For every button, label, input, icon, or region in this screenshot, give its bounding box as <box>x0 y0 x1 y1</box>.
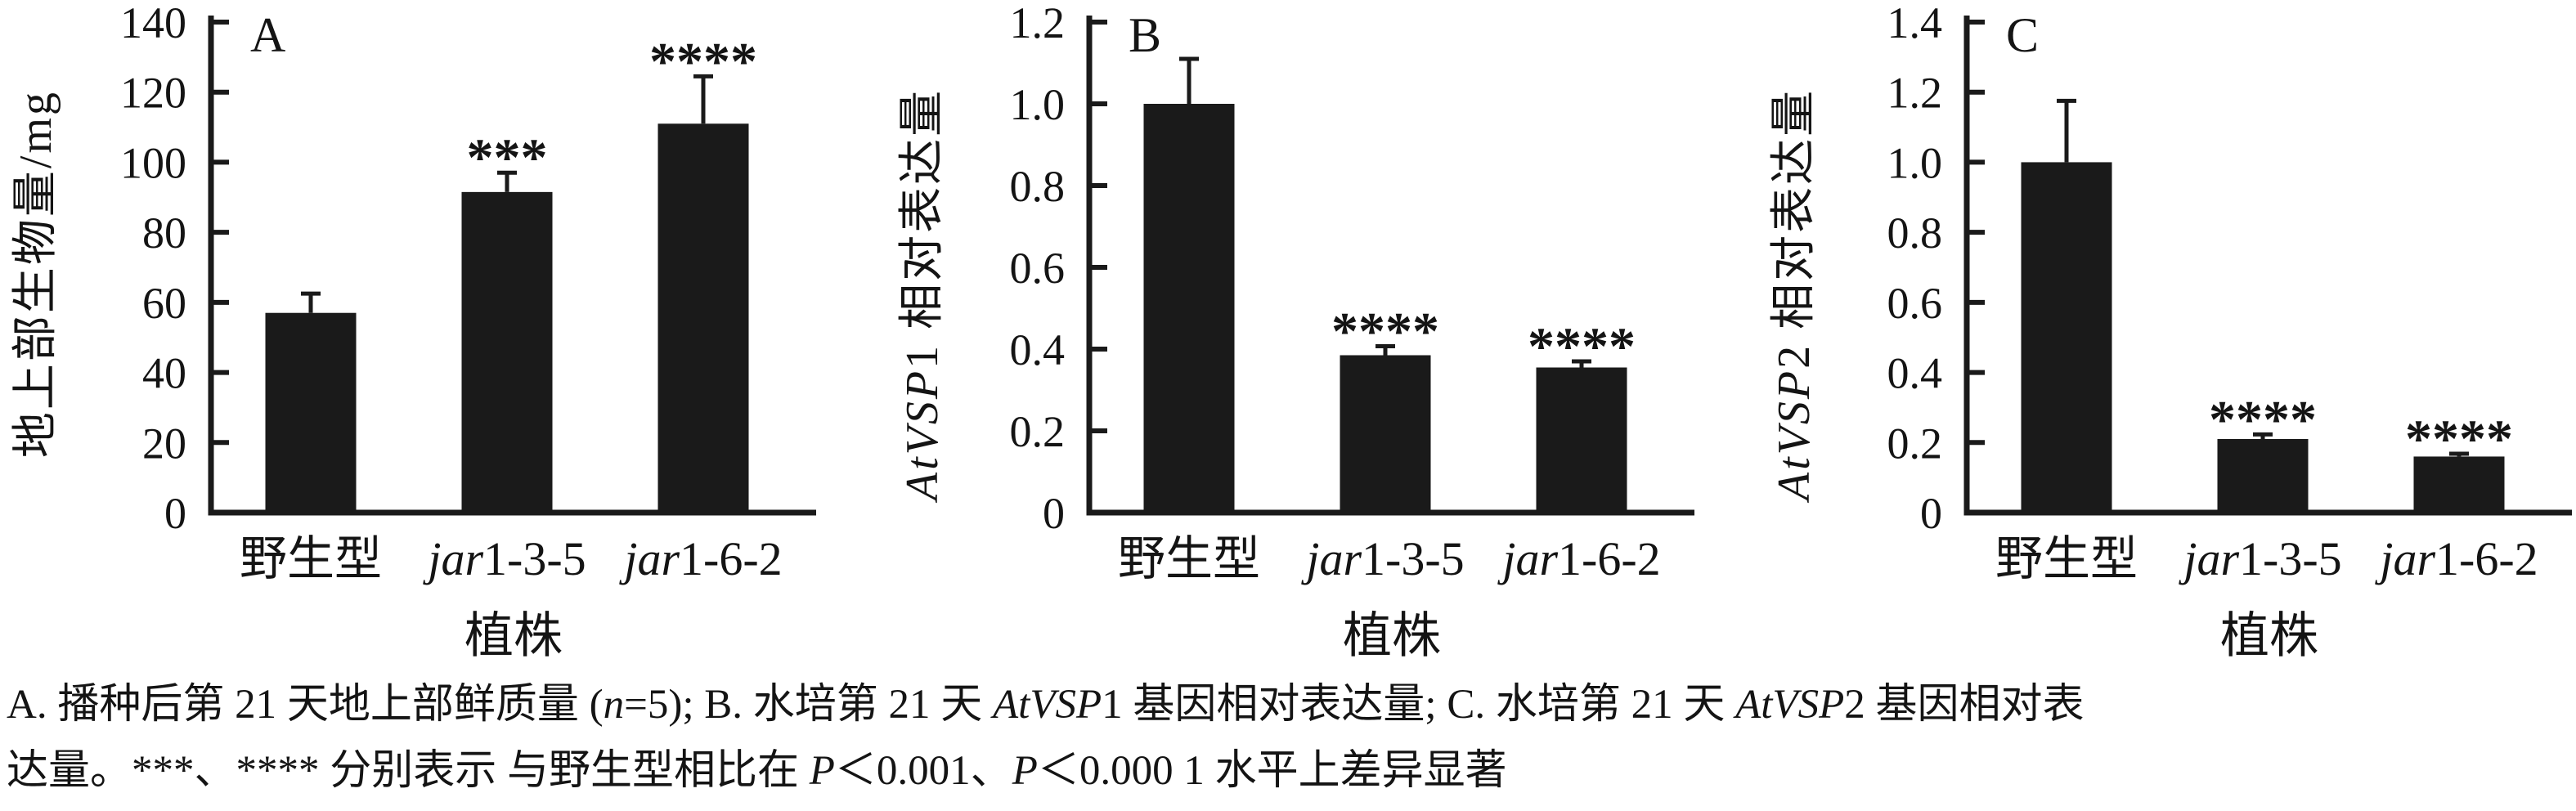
bar <box>461 191 553 513</box>
caption-line-2: 达量。***、**** 分别表示 与野生型相比在 P＜0.001、P＜0.000… <box>7 738 2571 804</box>
x-axis-label: 植株 <box>1343 609 1441 662</box>
y-tick-label: 1.0 <box>1010 80 1066 129</box>
caption-segment: 达量。***、**** 分别表示 与野生型相比在 <box>7 748 810 794</box>
x-axis-label: 植株 <box>2220 609 2318 662</box>
x-category-label: jar1-6-2 <box>618 532 782 585</box>
panel-c: 0 0.2 0.4 0.6 0.8 1.0 1.2 1.4 AtVSP2 相对表达量野生型 ***… <box>1717 0 2576 662</box>
significance-stars: **** <box>2209 390 2317 450</box>
caption-italic-segment: AtVSP <box>993 682 1102 728</box>
y-tick-label: 0.6 <box>1887 279 1943 328</box>
panel-b: 0 0.2 0.4 0.6 0.8 1.0 1.2 AtVSP1 相对表达量野生型 **** ja… <box>859 0 1717 662</box>
caption-segment: 2 基因相对表 <box>1844 682 2085 728</box>
x-axis-label: 植株 <box>464 609 563 662</box>
bar <box>657 123 749 513</box>
caption-italic-segment: P <box>1012 748 1038 794</box>
caption-segment: A. 播种后第 21 天地上部鲜质量 ( <box>7 682 604 728</box>
y-tick-label: 60 <box>142 279 186 328</box>
significance-stars: *** <box>467 128 548 188</box>
x-category-label: 野生型 <box>1995 532 2138 585</box>
y-tick-label: 140 <box>120 0 186 47</box>
caption-italic-segment: AtVSP <box>1735 682 1845 728</box>
significance-stars: **** <box>1331 302 1439 361</box>
caption-segment: ＜0.001、 <box>834 748 1012 794</box>
y-tick-label: 80 <box>142 208 186 258</box>
x-category-label: jar1-3-5 <box>1300 532 1464 585</box>
y-tick-label: 0.4 <box>1010 325 1066 374</box>
significance-stars: **** <box>649 32 757 92</box>
x-category-label: 野生型 <box>240 532 382 585</box>
y-axis-label: AtVSP1 相对表达量 <box>897 88 948 504</box>
panel-letter: B <box>1129 8 1161 62</box>
panel-letter: A <box>250 8 285 62</box>
bar <box>2217 439 2309 513</box>
x-category-label: jar1-6-2 <box>1497 532 1660 585</box>
x-category-label: jar1-6-2 <box>2374 532 2538 585</box>
bar <box>265 312 357 513</box>
bar <box>2021 162 2112 513</box>
panel-a: 0 20 40 60 80 100 120 140 地上部生物量/mg 野生型 *** jar1-3-… <box>0 0 859 662</box>
y-axis-label: AtVSP2 相对表达量 <box>1769 88 1820 504</box>
caption-segment: 1 基因相对表达量; C. 水培第 21 天 <box>1102 682 1736 728</box>
caption-italic-segment: P <box>809 748 835 794</box>
y-tick-label: 0.4 <box>1887 349 1943 398</box>
y-tick-label: 20 <box>142 419 186 468</box>
y-tick-label: 100 <box>120 138 186 187</box>
y-tick-label: 0.2 <box>1010 407 1066 456</box>
y-tick-label: 1.2 <box>1010 0 1066 47</box>
caption-segment: ＜0.000 1 水平上差异显著 <box>1037 748 1507 794</box>
y-tick-label: 0 <box>164 489 186 538</box>
bar <box>1536 367 1627 513</box>
y-tick-label: 0 <box>1920 489 1942 538</box>
caption-segment: =5); B. 水培第 21 天 <box>624 682 994 728</box>
y-tick-label: 0.8 <box>1887 208 1943 258</box>
significance-stars: **** <box>2405 409 2513 468</box>
bar <box>2413 456 2505 513</box>
panel-a-chart: 0 20 40 60 80 100 120 140 地上部生物量/mg 野生型 *** jar1-3-… <box>11 0 816 662</box>
caption-line-1: A. 播种后第 21 天地上部鲜质量 (n=5); B. 水培第 21 天 At… <box>7 672 2571 738</box>
y-tick-label: 0.6 <box>1010 244 1066 293</box>
y-tick-label: 0.2 <box>1887 419 1943 468</box>
caption-italic-segment: n <box>603 682 625 728</box>
bar <box>1340 355 1431 513</box>
figure-caption: A. 播种后第 21 天地上部鲜质量 (n=5); B. 水培第 21 天 At… <box>7 672 2571 804</box>
y-tick-label: 0.8 <box>1010 162 1066 211</box>
y-tick-label: 1.4 <box>1887 0 1943 47</box>
panel-letter: C <box>2006 8 2039 62</box>
x-category-label: jar1-3-5 <box>2178 532 2341 585</box>
y-tick-label: 1.0 <box>1887 138 1943 187</box>
bar <box>1143 104 1235 513</box>
y-tick-label: 1.2 <box>1887 69 1943 118</box>
y-tick-label: 40 <box>142 349 186 398</box>
significance-stars: **** <box>1528 316 1636 376</box>
x-category-label: jar1-3-5 <box>422 532 586 585</box>
y-axis-label: 地上部生物量/mg <box>11 90 61 458</box>
x-category-label: 野生型 <box>1118 532 1260 585</box>
chart-panels: 0 20 40 60 80 100 120 140 地上部生物量/mg 野生型 *** jar1-3-… <box>0 0 2576 662</box>
y-tick-label: 120 <box>120 69 186 118</box>
y-tick-label: 0 <box>1043 489 1065 538</box>
